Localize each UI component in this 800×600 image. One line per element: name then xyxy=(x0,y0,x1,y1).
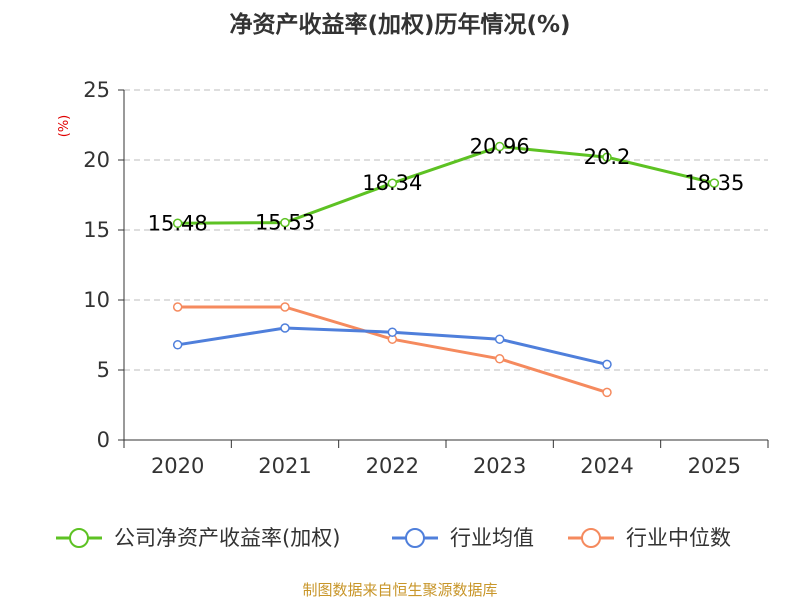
data-point[interactable] xyxy=(602,152,612,162)
data-point[interactable] xyxy=(280,217,290,228)
legend-item-2[interactable]: 行业中位数 xyxy=(568,526,731,550)
series-1 xyxy=(172,323,612,370)
series-0 xyxy=(172,141,720,229)
series-2 xyxy=(172,302,612,398)
data-point[interactable] xyxy=(494,141,505,152)
data-point[interactable] xyxy=(494,354,505,364)
data-point[interactable] xyxy=(172,218,183,229)
data-point[interactable] xyxy=(387,178,398,188)
data-point[interactable] xyxy=(709,178,720,188)
data-point[interactable] xyxy=(280,302,290,312)
x-tick-label: 2024 xyxy=(580,454,633,478)
data-label: 15.53 xyxy=(255,211,315,235)
data-label: 18.34 xyxy=(362,171,422,195)
legend-marker-icon xyxy=(405,528,425,548)
legend-label: 行业均值 xyxy=(450,526,534,550)
x-tick-label: 2025 xyxy=(688,454,741,478)
legend-label: 行业中位数 xyxy=(626,526,731,550)
series-line-0 xyxy=(177,145,715,225)
source-footnote: 制图数据来自恒生聚源数据库 xyxy=(302,581,497,599)
y-tick-label: 10 xyxy=(83,288,110,312)
data-point[interactable] xyxy=(172,302,183,312)
y-tick-label: 5 xyxy=(97,358,110,382)
chart-title: 净资产收益率(加权)历年情况(%) xyxy=(229,11,570,38)
data-label: 20.2 xyxy=(584,145,631,169)
x-tick-label: 2023 xyxy=(473,454,526,478)
data-point[interactable] xyxy=(387,327,398,337)
y-axis-unit-label: (%) xyxy=(57,115,72,138)
x-tick-label: 2021 xyxy=(258,454,311,478)
y-tick-label: 0 xyxy=(97,428,110,452)
data-point[interactable] xyxy=(602,387,612,398)
legend-marker-icon xyxy=(69,528,89,548)
data-point[interactable] xyxy=(494,334,505,344)
y-tick-label: 25 xyxy=(83,78,110,102)
legend-item-0[interactable]: 公司净资产收益率(加权) xyxy=(56,526,340,550)
y-tick-label: 20 xyxy=(83,148,110,172)
data-point[interactable] xyxy=(172,340,183,350)
x-tick-label: 2022 xyxy=(366,454,419,478)
series xyxy=(172,141,720,398)
data-label: 18.35 xyxy=(684,171,744,195)
data-label: 20.96 xyxy=(470,135,530,159)
legend-label: 公司净资产收益率(加权) xyxy=(114,526,340,550)
gridlines xyxy=(124,89,768,371)
legend-item-1[interactable]: 行业均值 xyxy=(392,526,534,550)
legend-marker-icon xyxy=(581,528,601,548)
legend[interactable]: 公司净资产收益率(加权) 行业均值 行业中位数 xyxy=(56,526,731,550)
data-point[interactable] xyxy=(280,323,290,333)
data-point[interactable] xyxy=(602,359,612,370)
x-tick-label: 2020 xyxy=(151,454,204,478)
data-labels: 15.48 15.53 18.34 20.96 20.2 18.35 xyxy=(148,135,745,236)
data-label: 15.48 xyxy=(148,211,208,235)
y-tick-label: 15 xyxy=(83,218,110,242)
